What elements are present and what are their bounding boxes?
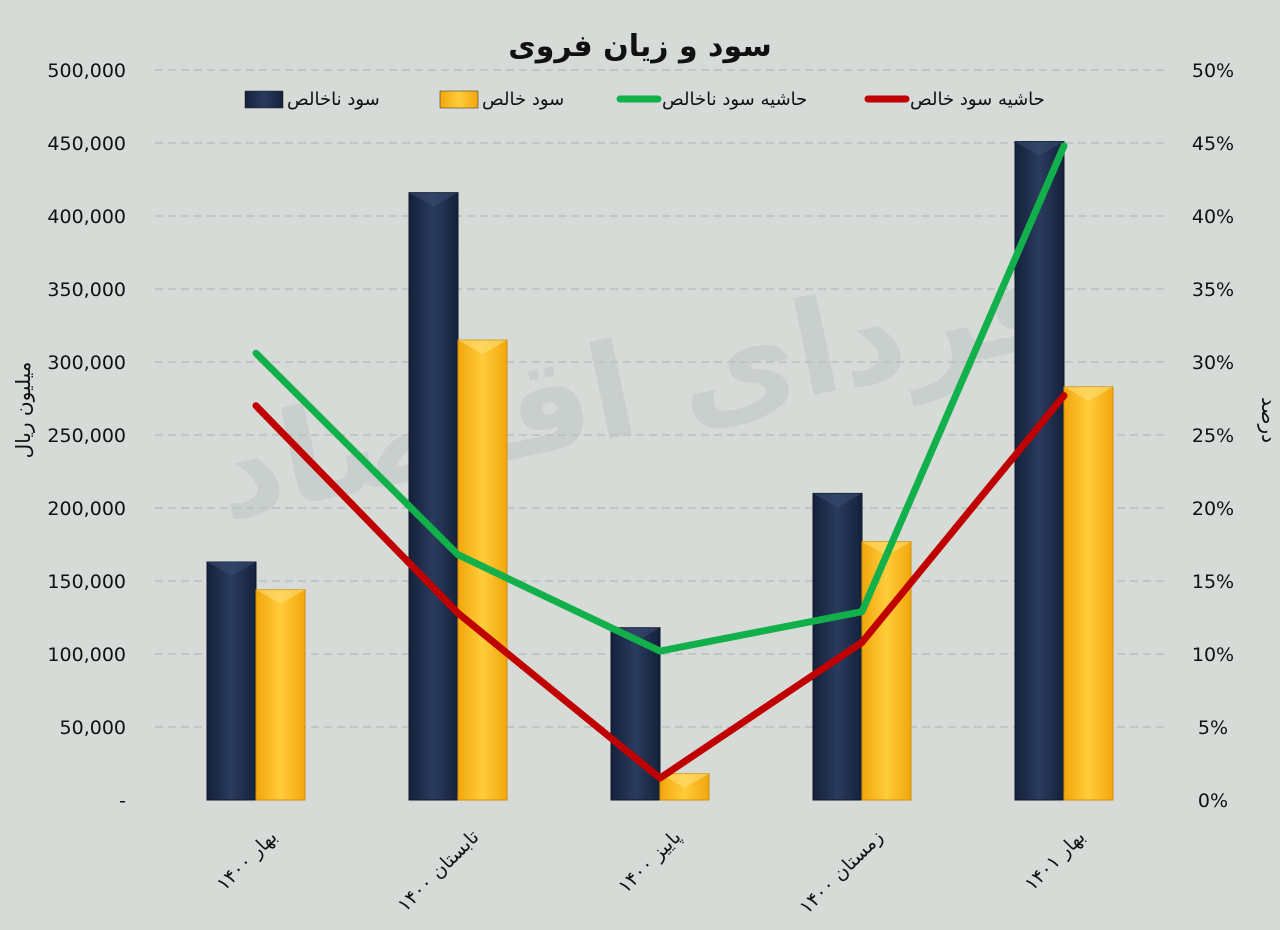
legend-label: حاشیه سود خالص [910, 89, 1045, 110]
y2-tick-label: 40% [1192, 206, 1234, 228]
bar [408, 192, 459, 801]
y2-tick-label: 10% [1192, 644, 1234, 666]
bar-bevel [207, 562, 256, 577]
bar [861, 541, 912, 801]
y2-tick-label: 35% [1192, 279, 1234, 301]
y2-tick-label: 25% [1192, 425, 1234, 447]
chart-title: سود و زیان فروی [508, 29, 772, 64]
watermark: فردای اقتصاد [200, 221, 1081, 551]
y2-tick-label: 5% [1198, 717, 1228, 739]
legend-swatch [244, 90, 284, 109]
x-axis-ticks: بهار ۱۴۰۰ تابستان ۱۴۰۰ پاییز ۱۴۰۰ زمستان ۱۴… [212, 826, 1089, 918]
y2-axis-ticks: 0% 5% 10% 15% 20% 25% 30% 35% 40% 45% 50% [1192, 60, 1234, 812]
y-tick-label: 500,000 [47, 60, 126, 82]
y2-tick-label: 0% [1198, 790, 1228, 812]
y-axis-title: میلیون ریال [11, 362, 35, 459]
x-tick-label: زمستان ۱۴۰۰ [795, 826, 887, 918]
lines [252, 142, 1068, 782]
legend-label: سود خالص [482, 89, 564, 110]
bar [255, 589, 306, 801]
y2-axis-title: درصد [1257, 397, 1280, 443]
y-tick-label: 200,000 [47, 498, 126, 520]
legend-label: حاشیه سود ناخالص [662, 89, 807, 110]
legend-label: سود ناخالص [287, 89, 380, 110]
y2-tick-label: 15% [1192, 571, 1234, 593]
y2-tick-label: 20% [1192, 498, 1234, 520]
y2-tick-label: 30% [1192, 352, 1234, 374]
y-tick-label: 50,000 [60, 717, 126, 739]
y-tick-label: 250,000 [47, 425, 126, 447]
bar [1014, 141, 1065, 801]
bar-bevel [1064, 386, 1113, 401]
x-tick-label: بهار ۱۴۰۱ [1020, 826, 1089, 895]
y-tick-label: 100,000 [47, 644, 126, 666]
bar-bevel [813, 493, 862, 508]
bar-bevel [409, 192, 458, 207]
bar-bevel [256, 589, 305, 604]
bar-bevel [458, 340, 507, 355]
legend-swatch [439, 90, 479, 109]
y-tick-label: 300,000 [47, 352, 126, 374]
bar [1063, 386, 1114, 801]
y-tick-label: 450,000 [47, 133, 126, 155]
y-axis-ticks: - 50,000 100,000 150,000 200,000 250,000 300,0… [47, 60, 126, 812]
x-tick-label: پاییز ۱۴۰۰ [614, 826, 686, 898]
y-tick-label: - [119, 790, 126, 812]
bar [206, 561, 257, 801]
y2-tick-label: 50% [1192, 60, 1234, 82]
x-tick-label: بهار ۱۴۰۰ [212, 826, 281, 895]
bar-bevel [1015, 141, 1064, 156]
y2-tick-label: 45% [1192, 133, 1234, 155]
bar-bevel [660, 773, 709, 788]
y-tick-label: 350,000 [47, 279, 126, 301]
y-tick-label: 150,000 [47, 571, 126, 593]
x-tick-label: تابستان ۱۴۰۰ [393, 826, 483, 916]
y-tick-label: 400,000 [47, 206, 126, 228]
legend: سود ناخالص سود خالص حاشیه سود ناخالص حاشیه … [244, 89, 1045, 110]
